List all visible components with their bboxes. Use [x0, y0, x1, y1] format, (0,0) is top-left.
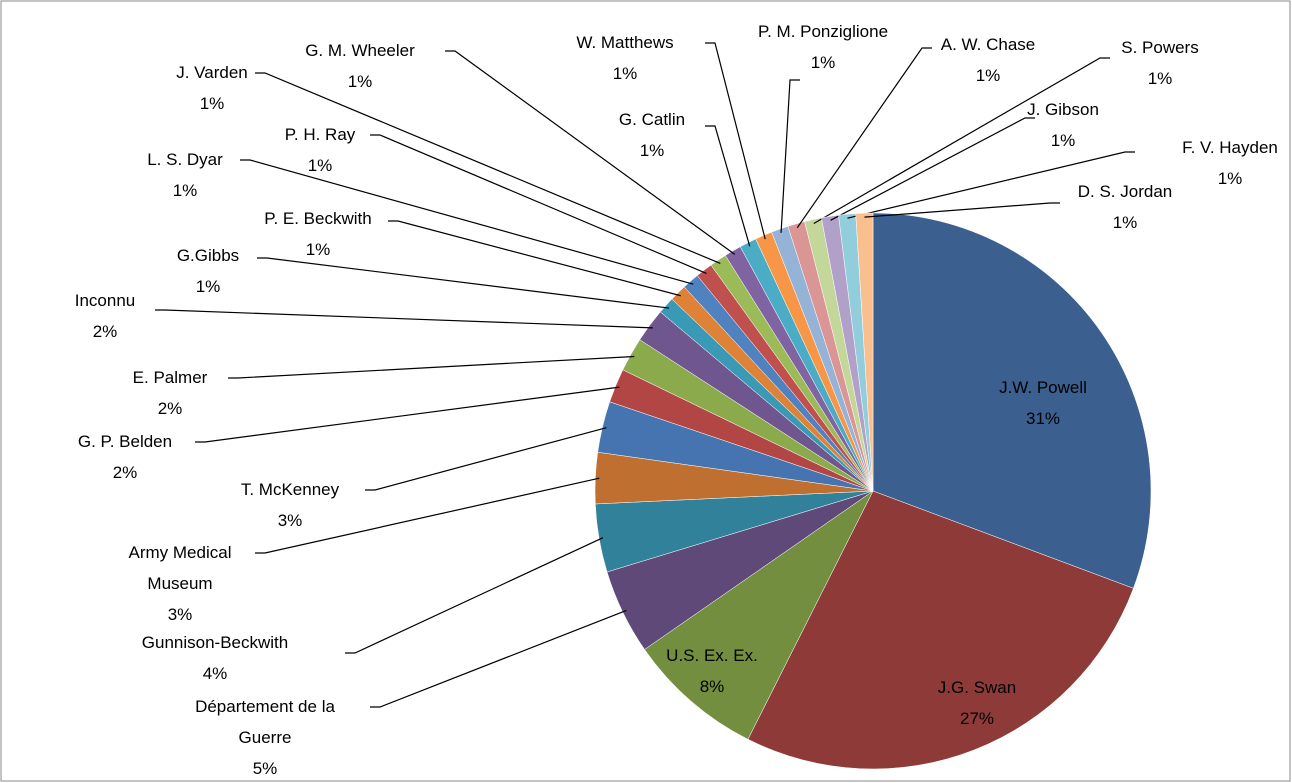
leader-line	[388, 220, 681, 297]
slice-value: 5%	[252, 759, 278, 778]
slice-label: P. M. Ponziglione 1%	[693, 16, 953, 78]
slice-name: A. W. Chase	[940, 35, 1036, 54]
slice-label: S. Powers 1%	[1030, 32, 1290, 94]
slice-name: W. Matthews	[576, 33, 674, 52]
slice-label: G. P. Belden 2%	[0, 426, 255, 488]
leader-line	[370, 609, 627, 708]
leader-line	[228, 355, 635, 379]
leader-line	[780, 79, 800, 233]
slice-name: T. McKenney	[240, 480, 340, 499]
slice-value: 1%	[305, 240, 331, 259]
slice-value: 1%	[172, 181, 198, 200]
slice-label: G. M. Wheeler 1%	[230, 35, 490, 97]
leader-line	[813, 57, 1110, 224]
leader-line	[365, 427, 607, 491]
slice-name: U.S. Ex. Ex.	[666, 646, 758, 665]
leader-line	[370, 134, 707, 274]
slice-value: 1%	[1147, 69, 1173, 88]
slice-name: J.W. Powell	[999, 378, 1087, 397]
slice-value: 1%	[347, 72, 373, 91]
slice-label: A. W. Chase 1%	[858, 29, 1118, 91]
slice-label: Inconnu 2%	[0, 285, 235, 347]
slice-name: Département de la Guerre	[195, 697, 335, 747]
leader-line	[240, 159, 694, 285]
slice-name: S. Powers	[1121, 38, 1199, 57]
slice-value: 4%	[202, 664, 228, 683]
slice-value: 2%	[157, 399, 183, 418]
slice-value: 1%	[810, 53, 836, 72]
slice-name: G. M. Wheeler	[305, 41, 415, 60]
slice-label: G. Catlin 1%	[522, 104, 782, 166]
slice-label: Gunnison-Beckwith 4%	[85, 627, 345, 689]
leader-line	[255, 72, 721, 265]
slice-value: 1%	[1050, 131, 1076, 150]
slice-name: E. Palmer	[132, 368, 208, 387]
slice-value: 1%	[1112, 213, 1138, 232]
leader-line	[830, 117, 1035, 221]
slice-name: G.Gibbs	[176, 246, 240, 265]
slice-name: D. S. Jordan	[1077, 182, 1173, 201]
slice-value: 2%	[112, 463, 138, 482]
leader-line	[255, 477, 600, 554]
slice-label: J. Varden 1%	[82, 57, 342, 119]
slice-label: P. E. Beckwith 1%	[188, 203, 448, 265]
pie-slice	[855, 212, 874, 492]
slice-name: F. V. Hayden	[1182, 138, 1278, 157]
slice-name: Army Medical Museum	[128, 543, 232, 593]
leader-line	[257, 257, 670, 309]
slice-label: E. Palmer 2%	[40, 362, 300, 424]
slice-name: J. Varden	[176, 63, 248, 82]
slice-label: W. Matthews 1%	[495, 27, 755, 89]
slice-value: 1%	[1217, 169, 1243, 188]
leader-line	[847, 151, 1135, 219]
slice-name: J.G. Swan	[937, 678, 1017, 697]
slice-label: Army Medical Museum 3%	[110, 537, 250, 630]
slice-value: 3%	[277, 511, 303, 530]
slice-value: 1%	[975, 66, 1001, 85]
slice-label: J. Gibson 1%	[933, 94, 1193, 156]
slice-name: Gunnison-Beckwith	[141, 633, 289, 652]
leader-line	[445, 50, 736, 255]
slice-label: D. S. Jordan 1%	[995, 176, 1255, 238]
slice-label: J.G. Swan 27%	[877, 672, 1077, 734]
slice-label: T. McKenney 3%	[160, 474, 420, 536]
leader-line	[705, 125, 751, 247]
slice-value: 1%	[612, 64, 638, 83]
slice-name: G. Catlin	[618, 110, 686, 129]
slice-name: L. S. Dyar	[147, 150, 223, 169]
slice-label: Département de la Guerre 5%	[173, 691, 358, 783]
slice-name: J. Gibson	[1027, 100, 1099, 119]
slice-name: P. E. Beckwith	[264, 209, 372, 228]
slice-label: L. S. Dyar 1%	[55, 144, 315, 206]
slice-value: 2%	[92, 322, 118, 341]
slice-value: 1%	[307, 156, 333, 175]
slice-value: 31%	[1025, 409, 1061, 428]
leader-line	[345, 537, 604, 654]
pie-slice	[644, 490, 874, 740]
slice-label: F. V. Hayden 1%	[1100, 132, 1292, 194]
leader-line	[796, 47, 932, 229]
pie-slice	[872, 212, 1152, 589]
slice-label: J.W. Powell 31%	[943, 372, 1143, 434]
slice-name: G. P. Belden	[77, 432, 173, 451]
slice-value: 1%	[639, 141, 665, 160]
slice-name: Inconnu	[74, 291, 136, 310]
slice-name: P. H. Ray	[284, 125, 356, 144]
slice-value: 8%	[699, 677, 725, 696]
slice-value: 3%	[167, 605, 193, 624]
leader-line	[195, 386, 620, 443]
leader-line	[705, 42, 766, 240]
slice-label: G.Gibbs 1%	[78, 240, 338, 302]
slice-value: 27%	[959, 709, 995, 728]
leader-line	[155, 309, 653, 329]
slice-name: P. M. Ponziglione	[757, 22, 889, 41]
leader-line	[864, 202, 1060, 218]
pie-slice	[747, 490, 1134, 770]
slice-value: 1%	[195, 277, 221, 296]
slice-label: P. H. Ray 1%	[190, 119, 450, 181]
slice-value: 1%	[199, 94, 225, 113]
slice-label: U.S. Ex. Ex. 8%	[612, 640, 812, 702]
